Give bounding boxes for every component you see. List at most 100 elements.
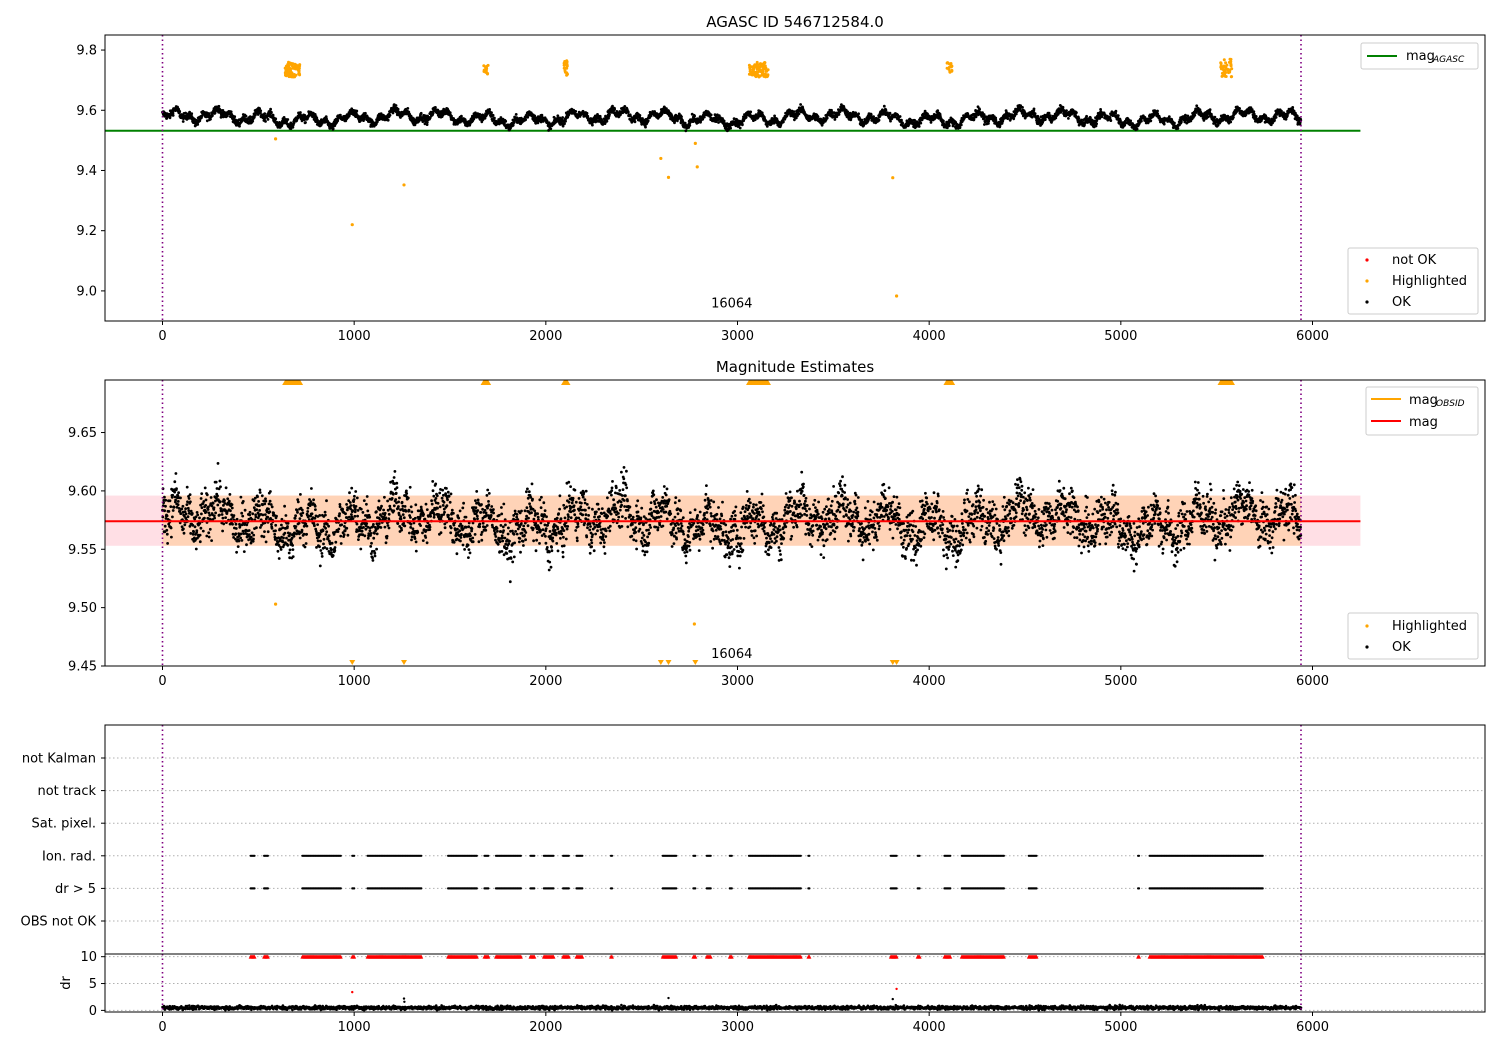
ok-point xyxy=(252,499,256,503)
ok-point xyxy=(983,123,986,126)
ok-point xyxy=(561,124,565,128)
ok-point xyxy=(1047,111,1051,115)
ok-point xyxy=(208,513,212,517)
ok-point xyxy=(229,509,232,513)
ok-point xyxy=(638,114,642,117)
highlighted-point xyxy=(298,73,302,77)
ok-point xyxy=(1156,109,1159,113)
ok-point xyxy=(917,125,921,128)
legend-label-highlighted: Highlighted xyxy=(1392,274,1467,289)
ok-point xyxy=(240,511,244,515)
highlighted-point xyxy=(1228,68,1231,72)
ok-point xyxy=(633,120,637,124)
ok-point xyxy=(958,126,962,129)
highlighted-point xyxy=(693,141,697,145)
ok-point xyxy=(204,504,208,507)
ok-point xyxy=(171,509,175,512)
ok-point xyxy=(1180,120,1183,124)
ok-point xyxy=(244,114,248,118)
ok-point xyxy=(248,510,252,514)
ok-point xyxy=(869,113,873,117)
ok-point xyxy=(882,104,886,108)
ok-point xyxy=(165,514,169,518)
ok-point xyxy=(1238,107,1241,110)
highlighted-point xyxy=(945,66,949,70)
legend-label-not-ok: not OK xyxy=(1392,253,1437,268)
ok-point xyxy=(585,111,589,115)
ok-point xyxy=(364,111,367,115)
ok-point xyxy=(837,113,841,116)
panel-2-title: Magnitude Estimates xyxy=(716,358,874,376)
ok-point xyxy=(174,498,178,502)
ok-point xyxy=(488,108,491,111)
ok-point xyxy=(171,114,175,117)
ok-point xyxy=(286,118,290,121)
ok-point xyxy=(254,515,258,519)
ok-point xyxy=(240,539,244,542)
ok-point xyxy=(200,512,203,516)
ok-point xyxy=(182,531,186,535)
ok-point xyxy=(164,504,167,508)
ok-point xyxy=(898,115,902,118)
ok-point xyxy=(226,497,230,501)
legend-marker-not-ok xyxy=(1365,258,1369,262)
ok-point xyxy=(825,116,829,120)
ok-point xyxy=(270,505,274,509)
ok-point xyxy=(1232,116,1235,119)
ok-point xyxy=(549,127,553,131)
ok-point xyxy=(186,515,190,519)
highlighted-point xyxy=(761,70,765,74)
ok-points xyxy=(161,103,1303,133)
ok-point xyxy=(407,110,411,114)
highlighted-point xyxy=(752,68,755,72)
ok-point xyxy=(219,108,223,112)
ok-point xyxy=(199,526,203,530)
panel-1-frame xyxy=(104,34,1486,322)
ok-point xyxy=(179,496,182,500)
ok-point xyxy=(211,114,214,117)
ok-point xyxy=(188,110,192,114)
ok-point xyxy=(251,119,255,123)
ok-point xyxy=(292,121,296,125)
ok-point xyxy=(406,107,410,110)
ok-point xyxy=(376,120,379,124)
ok-point xyxy=(252,533,256,537)
ok-point xyxy=(605,119,609,123)
ok-point xyxy=(833,118,837,121)
highlighted-point xyxy=(1225,63,1229,67)
ok-point xyxy=(1006,117,1010,120)
ok-point xyxy=(245,543,248,547)
ok-point xyxy=(709,113,713,117)
highlighted-point xyxy=(763,64,767,68)
ok-point xyxy=(257,500,260,503)
ok-point xyxy=(210,539,214,542)
ok-point xyxy=(261,513,265,517)
ok-point xyxy=(1254,115,1258,118)
ok-point xyxy=(792,110,796,113)
highlighted-point xyxy=(287,60,290,64)
highlighted-point xyxy=(748,69,752,73)
ok-point xyxy=(688,124,692,127)
ok-point xyxy=(1075,111,1078,114)
ok-point xyxy=(1193,113,1197,117)
ok-point xyxy=(483,116,487,120)
ok-point xyxy=(613,107,616,111)
ok-point xyxy=(256,495,259,499)
highlighted-point xyxy=(764,69,768,73)
ok-point xyxy=(258,488,262,492)
x-tick-label: 1000 xyxy=(338,329,371,344)
ok-point xyxy=(888,111,892,115)
ok-point xyxy=(556,114,560,118)
ok-point xyxy=(203,516,206,520)
ok-point xyxy=(344,119,348,123)
ok-point xyxy=(1149,119,1153,123)
ok-point xyxy=(514,113,518,116)
ok-point xyxy=(684,129,688,133)
ok-point xyxy=(561,116,564,119)
ok-point xyxy=(247,529,251,532)
highlighted-point xyxy=(291,75,295,79)
ok-point xyxy=(205,119,209,123)
ok-point xyxy=(1077,117,1081,120)
ok-point xyxy=(900,118,903,122)
ok-point xyxy=(1067,117,1070,120)
